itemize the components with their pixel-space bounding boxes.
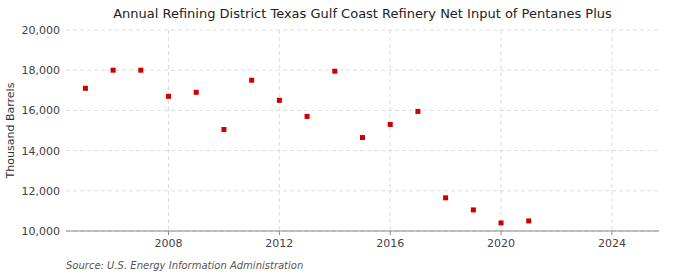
y-tick-label: 18,000 (22, 64, 61, 77)
y-grid-line (66, 231, 659, 232)
y-grid-line (66, 110, 659, 111)
y-grid-line (66, 150, 659, 151)
x-tick-label: 2020 (487, 237, 515, 250)
point (443, 195, 448, 200)
points (83, 68, 531, 226)
y-axis-label: Thousand Barrels (4, 82, 17, 179)
point (526, 218, 531, 223)
point (471, 207, 476, 212)
y-grid-line (66, 70, 659, 71)
y-tick-label: 14,000 (22, 145, 61, 158)
x-tick-label: 2024 (598, 237, 626, 250)
point (332, 69, 337, 74)
point (415, 109, 420, 114)
x-grid-line (168, 30, 169, 231)
y-grid-line (66, 30, 659, 31)
point (388, 122, 393, 127)
point (83, 86, 88, 91)
x-tick-label: 2012 (265, 237, 293, 250)
point (138, 68, 143, 73)
point (360, 135, 365, 140)
x-tick (501, 231, 502, 235)
x-grid-line (279, 30, 280, 231)
x-tick (390, 231, 391, 235)
point (499, 220, 504, 225)
point (111, 68, 116, 73)
point (194, 90, 199, 95)
y-tick-label: 16,000 (22, 104, 61, 117)
x-tick (279, 231, 280, 235)
x-tick (168, 231, 169, 235)
x-grid-line (390, 30, 391, 231)
point (305, 114, 310, 119)
point (249, 78, 254, 83)
x-tick (611, 231, 612, 235)
point (277, 98, 282, 103)
grid (66, 30, 659, 231)
source-note: Source: U.S. Energy Information Administ… (66, 260, 303, 271)
chart-container: Annual Refining District Texas Gulf Coas… (0, 0, 675, 275)
y-tick-label: 12,000 (22, 185, 61, 198)
point (221, 127, 226, 132)
x-tick-label: 2016 (376, 237, 404, 250)
title: Annual Refining District Texas Gulf Coas… (113, 6, 612, 21)
point (166, 94, 171, 99)
x-grid-line (501, 30, 502, 231)
x-tick-label: 2008 (155, 237, 183, 250)
x-grid-line (611, 30, 612, 231)
y-tick-label: 10,000 (22, 225, 61, 238)
chart: Annual Refining District Texas Gulf Coas… (0, 0, 675, 275)
x-axis-line (66, 231, 659, 232)
y-tick-label: 20,000 (22, 24, 61, 37)
y-grid-line (66, 190, 659, 191)
